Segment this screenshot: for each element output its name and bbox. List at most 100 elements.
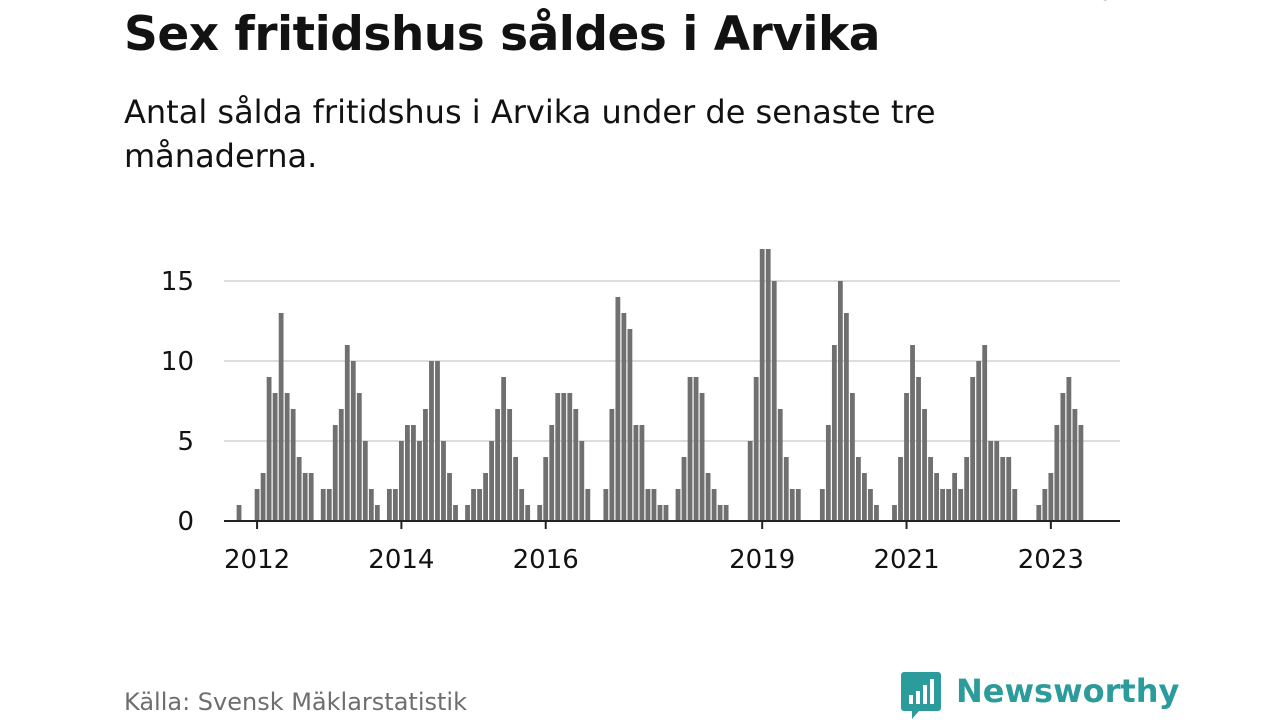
data-label-highlight: 6 (1097, 0, 1114, 7)
bar (681, 457, 687, 521)
bar (982, 345, 988, 521)
bar (579, 441, 585, 521)
bar (825, 425, 831, 521)
bar (441, 441, 446, 521)
bar (483, 473, 488, 521)
bar (392, 489, 398, 521)
bar (633, 425, 639, 521)
bar (1042, 489, 1048, 521)
bar (344, 345, 350, 521)
bar (453, 505, 458, 521)
bar (423, 409, 428, 521)
bar (675, 489, 681, 521)
bar (555, 393, 561, 521)
bar (254, 489, 260, 521)
bar (862, 473, 867, 521)
brand-name: Newsworthy (956, 672, 1180, 710)
bar (308, 473, 314, 521)
bar (874, 505, 879, 521)
chart-title: Sex fritidshus såldes i Arvika (124, 7, 881, 62)
bar (759, 249, 765, 521)
bar (350, 361, 356, 521)
y-tick-label: 10 (161, 347, 194, 377)
bar (783, 457, 789, 521)
bar (549, 425, 555, 521)
bar (519, 489, 525, 521)
bar (447, 473, 452, 521)
bar (898, 457, 903, 521)
bar (495, 409, 501, 521)
x-tick-label: 2019 (729, 545, 795, 575)
bar (386, 489, 392, 521)
bar (489, 441, 494, 521)
bar (964, 457, 970, 521)
bar (320, 489, 326, 521)
bar (609, 409, 615, 521)
bar (753, 377, 759, 521)
x-tick-label: 2012 (224, 545, 290, 575)
bar (687, 377, 693, 521)
bar (603, 489, 609, 521)
bar (958, 489, 964, 521)
bar (537, 505, 543, 521)
bar (501, 377, 507, 521)
bar (952, 473, 958, 521)
bar (561, 393, 567, 521)
bar (850, 393, 855, 521)
bar (332, 425, 338, 521)
data-labels: 6 (1097, 0, 1114, 7)
bar (543, 457, 549, 521)
bar (435, 361, 440, 521)
bar (1048, 473, 1054, 521)
bar (747, 441, 753, 521)
bar (296, 457, 302, 521)
bar (946, 489, 952, 521)
bar (627, 329, 633, 521)
bar (1078, 425, 1084, 521)
bar (513, 457, 519, 521)
bar (260, 473, 266, 521)
bar (302, 473, 308, 521)
bar (368, 489, 374, 521)
bar (765, 249, 771, 521)
bar (994, 441, 1000, 521)
bar (940, 489, 946, 521)
bar (717, 505, 723, 521)
bar (362, 441, 368, 521)
bar (831, 345, 837, 521)
bar (819, 489, 825, 521)
bar (892, 505, 897, 521)
bar (693, 377, 699, 521)
bar (621, 313, 627, 521)
bar-chart: 0 5 10 15 2012 2014 2016 2019 2021 2023 6 (161, 0, 1120, 575)
chart-subtitle: Antal sålda fritidshus i Arvika under de… (124, 93, 936, 175)
brand-logo[interactable]: Newsworthy (900, 670, 1179, 720)
bar (573, 409, 579, 521)
bar (904, 393, 909, 521)
bar (928, 457, 933, 521)
bar (567, 393, 573, 521)
bar (236, 505, 242, 521)
bar (868, 489, 873, 521)
bar (507, 409, 513, 521)
bar (405, 425, 410, 521)
bar (699, 393, 705, 521)
bar (1012, 489, 1018, 521)
bar (1006, 457, 1012, 521)
bar (910, 345, 915, 521)
axes: 0 5 10 15 2012 2014 2016 2019 2021 2023 (161, 267, 1120, 575)
bar (338, 409, 344, 521)
bar (970, 377, 976, 521)
bar (639, 425, 645, 521)
y-tick-label: 15 (161, 267, 194, 297)
bar (1060, 393, 1066, 521)
bar (771, 281, 777, 521)
bar (711, 489, 717, 521)
x-tick-label: 2016 (513, 545, 579, 575)
bar (525, 505, 531, 521)
bar (1054, 425, 1060, 521)
bar (916, 377, 921, 521)
bar (374, 505, 380, 521)
bar (585, 489, 591, 521)
bar (657, 505, 663, 521)
